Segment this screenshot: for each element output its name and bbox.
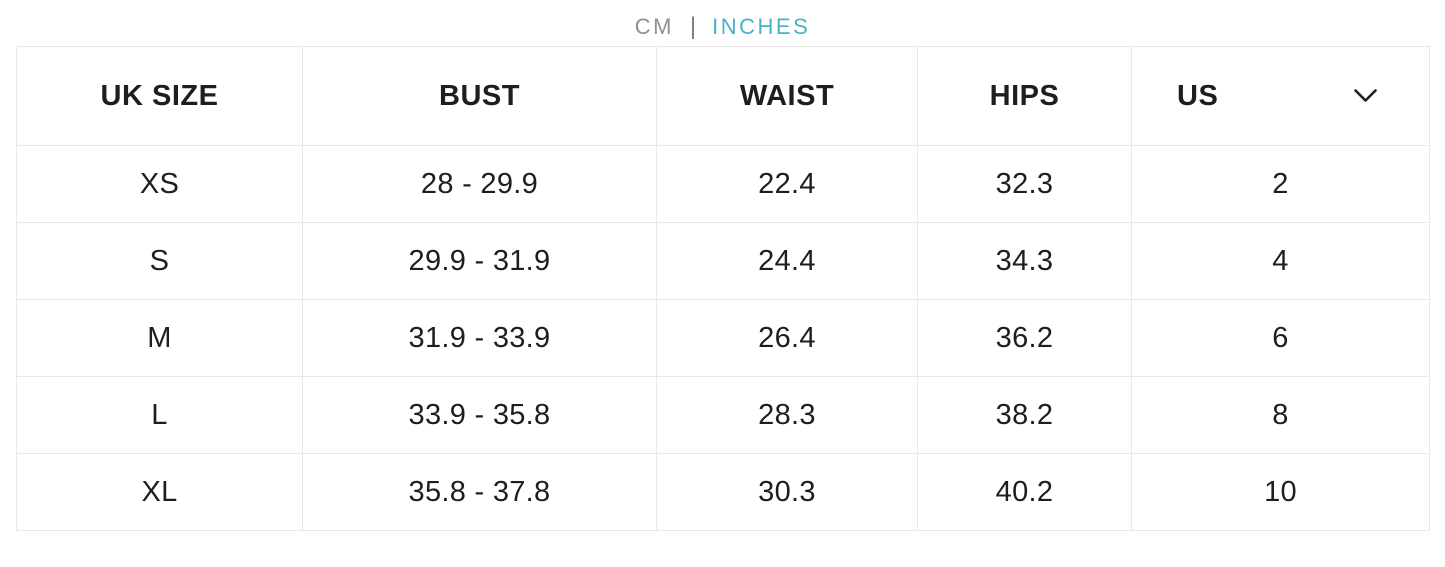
cell-bust: 31.9 - 33.9 xyxy=(302,299,657,377)
cell-us: 4 xyxy=(1131,222,1430,300)
chevron-down-icon xyxy=(1354,89,1377,102)
size-row: M 31.9 - 33.9 26.4 36.2 6 xyxy=(16,299,1430,377)
header-waist: WAIST xyxy=(656,46,918,146)
cell-us: 10 xyxy=(1131,453,1430,531)
size-chart: UK SIZE BUST WAIST HIPS US XS 28 - 29.9 xyxy=(16,46,1430,531)
size-row: XL 35.8 - 37.8 30.3 40.2 10 xyxy=(16,453,1430,531)
header-row: UK SIZE BUST WAIST HIPS US xyxy=(16,46,1430,146)
header-uk-size: UK SIZE xyxy=(16,46,303,146)
size-table: UK SIZE BUST WAIST HIPS US XS 28 - 29.9 xyxy=(16,46,1430,531)
cell-us: 2 xyxy=(1131,145,1430,223)
cell-uk-size: S xyxy=(16,222,303,300)
us-size-dropdown-label: US xyxy=(1177,79,1219,112)
cell-hips: 34.3 xyxy=(917,222,1132,300)
cell-waist: 26.4 xyxy=(656,299,918,377)
cell-waist: 22.4 xyxy=(656,145,918,223)
cell-hips: 36.2 xyxy=(917,299,1132,377)
cell-uk-size: L xyxy=(16,376,303,454)
cell-us: 8 xyxy=(1131,376,1430,454)
us-size-dropdown[interactable]: US xyxy=(1132,47,1429,145)
header-us-cell: US xyxy=(1131,46,1430,146)
cell-bust: 35.8 - 37.8 xyxy=(302,453,657,531)
unit-option-cm[interactable]: CM xyxy=(634,14,674,39)
cell-uk-size: M xyxy=(16,299,303,377)
size-row: L 33.9 - 35.8 28.3 38.2 8 xyxy=(16,376,1430,454)
header-hips: HIPS xyxy=(917,46,1132,146)
cell-bust: 28 - 29.9 xyxy=(302,145,657,223)
unit-option-inches[interactable]: INCHES xyxy=(712,14,811,39)
cell-hips: 32.3 xyxy=(917,145,1132,223)
cell-uk-size: XL xyxy=(16,453,303,531)
size-row: S 29.9 - 31.9 24.4 34.3 4 xyxy=(16,222,1430,300)
cell-uk-size: XS xyxy=(16,145,303,223)
unit-toggle-separator: | xyxy=(689,13,697,40)
cell-waist: 28.3 xyxy=(656,376,918,454)
header-bust: BUST xyxy=(302,46,657,146)
size-row: XS 28 - 29.9 22.4 32.3 2 xyxy=(16,145,1430,223)
cell-waist: 24.4 xyxy=(656,222,918,300)
cell-bust: 33.9 - 35.8 xyxy=(302,376,657,454)
cell-hips: 38.2 xyxy=(917,376,1132,454)
cell-hips: 40.2 xyxy=(917,453,1132,531)
unit-toggle: CM | INCHES xyxy=(0,0,1445,46)
cell-waist: 30.3 xyxy=(656,453,918,531)
cell-bust: 29.9 - 31.9 xyxy=(302,222,657,300)
cell-us: 6 xyxy=(1131,299,1430,377)
